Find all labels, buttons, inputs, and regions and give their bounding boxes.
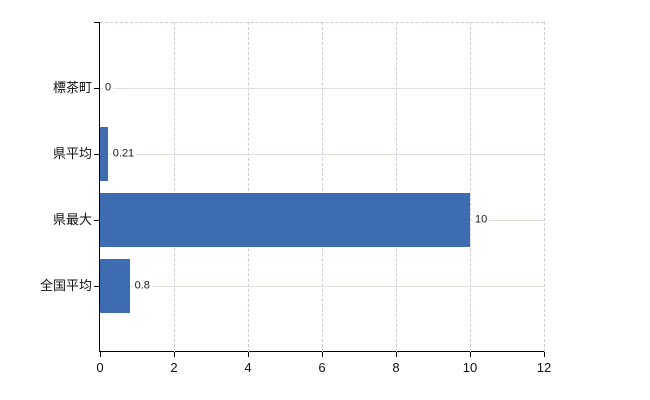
y-axis-tick <box>94 286 99 287</box>
h-gridline <box>100 154 544 155</box>
v-gridline <box>544 22 545 352</box>
x-tick-label: 4 <box>244 360 252 375</box>
y-axis-line <box>99 22 100 352</box>
v-gridline <box>396 22 397 352</box>
h-gridline <box>100 286 544 287</box>
bar-value-label: 0.21 <box>110 147 137 161</box>
category-label: 標茶町 <box>52 80 92 95</box>
v-gridline <box>470 22 471 352</box>
x-tick-label: 0 <box>96 360 104 375</box>
x-axis-tick <box>248 352 249 357</box>
bar-value-label: 0 <box>103 81 114 95</box>
x-axis-tick <box>100 352 101 357</box>
x-tick-label: 10 <box>462 360 478 375</box>
v-gridline <box>248 22 249 352</box>
bar <box>100 259 130 313</box>
x-axis-tick <box>174 352 175 357</box>
x-tick-label: 8 <box>392 360 400 375</box>
bar <box>100 127 108 181</box>
y-axis-tick <box>94 88 99 89</box>
plot-area: 0 0.21 10 0.8 0 2 4 6 8 10 12 標茶町県平均県最大全国平均 <box>40 22 551 375</box>
bar-value-label: 10 <box>473 213 490 227</box>
h-gridline <box>100 88 544 89</box>
category-label: 県平均 <box>52 146 92 161</box>
x-tick-label: 12 <box>536 360 552 375</box>
x-tick-label: 2 <box>170 360 178 375</box>
category-label: 全国平均 <box>39 278 92 293</box>
x-axis-tick <box>396 352 397 357</box>
x-axis-tick <box>470 352 471 357</box>
y-axis-tick <box>94 154 99 155</box>
v-gridline <box>174 22 175 352</box>
x-tick-label: 6 <box>318 360 326 375</box>
v-gridline <box>322 22 323 352</box>
y-axis-tick <box>94 22 99 23</box>
bar <box>100 193 470 247</box>
bar-value-label: 0.8 <box>132 279 152 293</box>
category-label: 県最大 <box>52 212 92 227</box>
x-axis-tick <box>322 352 323 357</box>
x-axis-tick <box>544 352 545 357</box>
y-axis-tick <box>94 220 99 221</box>
